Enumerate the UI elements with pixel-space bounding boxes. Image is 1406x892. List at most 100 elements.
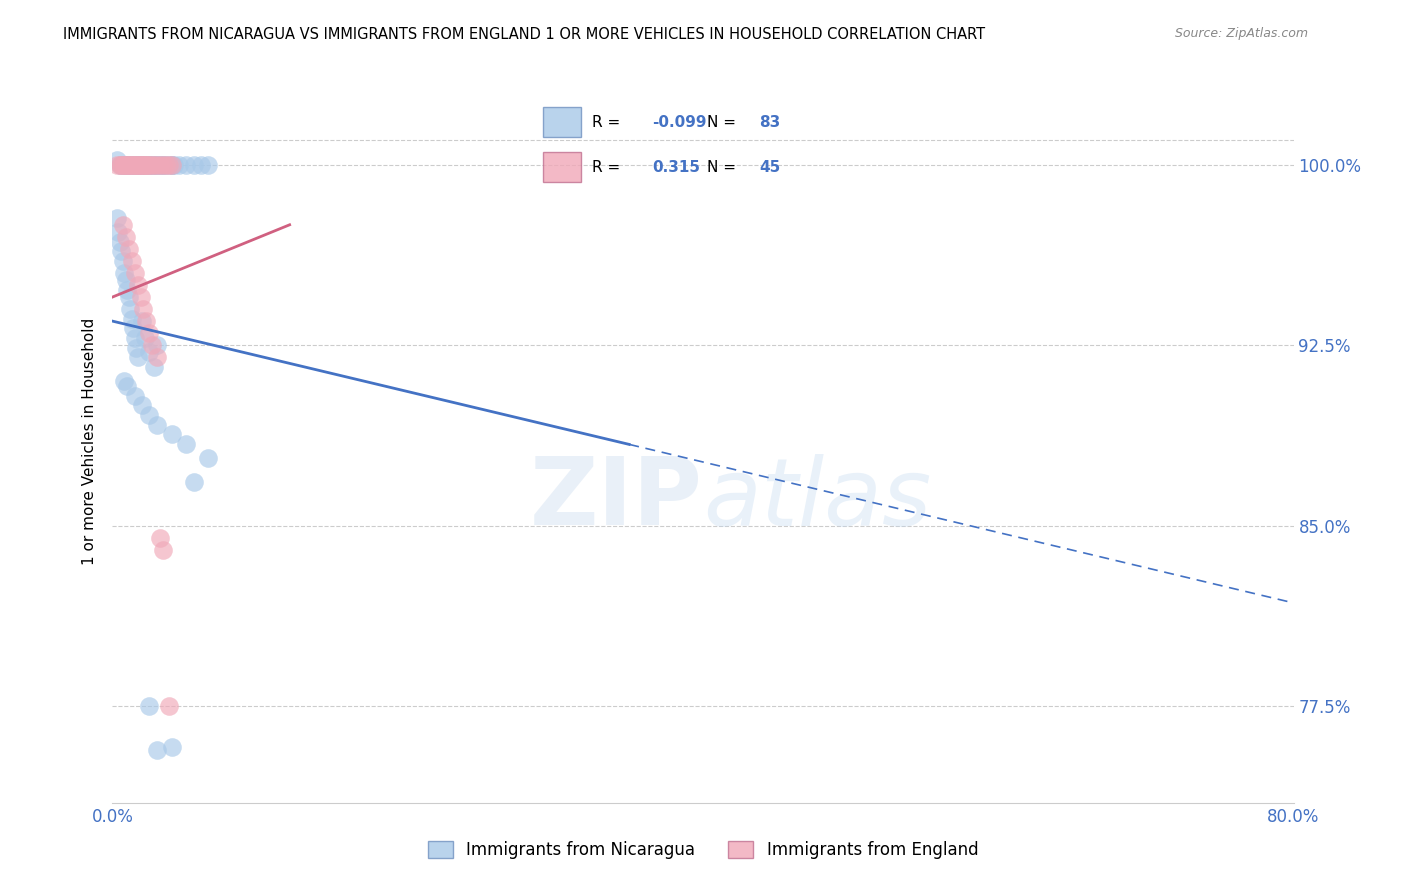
Point <box>111 157 134 171</box>
Text: ZIP: ZIP <box>530 453 703 545</box>
Point <box>160 157 183 171</box>
Point <box>136 157 159 171</box>
Point <box>149 157 172 171</box>
Point <box>149 157 172 171</box>
Point <box>127 277 149 292</box>
Point <box>142 359 165 374</box>
Point <box>128 157 150 171</box>
Point <box>142 157 165 171</box>
Point <box>157 157 180 171</box>
Point <box>132 302 155 317</box>
Point <box>117 157 138 171</box>
Text: IMMIGRANTS FROM NICARAGUA VS IMMIGRANTS FROM ENGLAND 1 OR MORE VEHICLES IN HOUSE: IMMIGRANTS FROM NICARAGUA VS IMMIGRANTS … <box>63 27 986 42</box>
Point <box>132 157 155 171</box>
Point <box>127 157 149 171</box>
Point <box>117 283 138 297</box>
Point <box>139 157 162 171</box>
Point <box>157 157 180 171</box>
Point <box>124 157 146 171</box>
Text: R =: R = <box>592 160 626 175</box>
Point <box>125 157 148 171</box>
Point <box>146 417 169 432</box>
Text: R =: R = <box>592 115 626 130</box>
Point <box>157 699 180 714</box>
Point <box>141 157 163 171</box>
Point <box>122 157 145 171</box>
Point <box>127 350 149 364</box>
Point <box>142 157 165 171</box>
Point <box>124 266 146 280</box>
Point <box>155 157 177 171</box>
Point <box>132 157 155 171</box>
Point <box>112 157 135 171</box>
Point <box>131 157 153 171</box>
Point <box>152 157 174 171</box>
Point <box>135 157 157 171</box>
Point <box>117 379 138 393</box>
Point <box>149 531 172 545</box>
Point <box>111 254 134 268</box>
Point <box>108 157 131 171</box>
Point <box>118 290 141 304</box>
Point <box>134 157 156 171</box>
Point <box>114 157 136 171</box>
Text: 0.315: 0.315 <box>652 160 700 175</box>
Point <box>114 157 136 171</box>
Point <box>112 157 135 171</box>
Point <box>138 699 160 714</box>
Point <box>141 157 163 171</box>
Point <box>117 157 138 171</box>
Point <box>118 242 141 256</box>
Point <box>117 157 138 171</box>
Point <box>105 157 128 171</box>
Point <box>129 157 152 171</box>
Point <box>138 408 160 422</box>
Point <box>114 273 136 287</box>
Point <box>135 314 157 328</box>
Point <box>131 398 153 412</box>
Point <box>150 157 173 171</box>
Point <box>114 229 136 244</box>
Point <box>128 157 150 171</box>
Text: -0.099: -0.099 <box>652 115 707 130</box>
Point <box>160 740 183 755</box>
Point <box>141 338 163 352</box>
Point <box>146 157 169 171</box>
Point <box>160 157 183 171</box>
Point <box>124 389 146 403</box>
Point <box>146 350 169 364</box>
Point <box>108 157 131 171</box>
Point <box>112 266 135 280</box>
Point <box>121 311 143 326</box>
Point <box>152 542 174 557</box>
Point <box>124 157 146 171</box>
Point <box>167 157 190 171</box>
Point <box>105 211 128 225</box>
Point <box>138 157 160 171</box>
Point <box>112 157 135 171</box>
Point <box>197 157 219 171</box>
Point <box>160 427 183 442</box>
Point <box>112 374 135 388</box>
Point <box>163 157 186 171</box>
Point <box>118 157 141 171</box>
Point <box>122 321 145 335</box>
Point <box>111 157 134 171</box>
Point <box>174 157 197 171</box>
Point <box>143 157 166 171</box>
FancyBboxPatch shape <box>543 153 581 183</box>
Point <box>122 157 145 171</box>
Point <box>146 743 169 757</box>
Point <box>108 235 131 249</box>
Point <box>110 157 132 171</box>
Text: 83: 83 <box>759 115 780 130</box>
FancyBboxPatch shape <box>543 108 581 137</box>
Legend: Immigrants from Nicaragua, Immigrants from England: Immigrants from Nicaragua, Immigrants fr… <box>427 841 979 860</box>
Point <box>146 157 169 171</box>
Point <box>120 302 142 317</box>
Point <box>134 157 156 171</box>
Point <box>152 157 174 171</box>
Text: 45: 45 <box>759 160 780 175</box>
Point <box>110 244 132 259</box>
Point <box>197 451 219 466</box>
